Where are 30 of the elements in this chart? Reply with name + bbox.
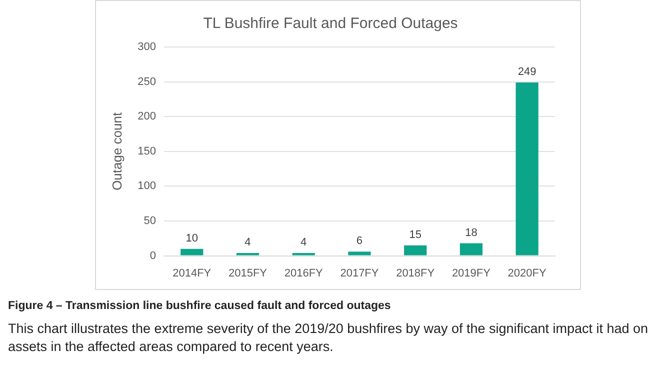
x-tick-label: 2015FY [228, 267, 268, 280]
y-tick-label: 0 [150, 250, 156, 262]
y-axis-title: Outage count [109, 112, 124, 190]
data-label: 249 [518, 66, 536, 78]
x-tick-label: 2017FY [340, 267, 380, 280]
x-tick-label: 2018FY [396, 267, 436, 280]
data-label: 4 [300, 236, 307, 249]
x-tick-label: 2014FY [172, 267, 212, 280]
data-label: 4 [244, 236, 251, 249]
data-label: 10 [186, 232, 198, 244]
text: This chart illustrates the extreme severity of the 2019/20 bushfires by way of the significant impact it had on assets in the affected areas compared to recent years. [8, 320, 650, 356]
y-tick-label: 250 [138, 76, 156, 88]
bar [516, 82, 538, 256]
bar [180, 248, 204, 256]
y-tick-label: 300 [138, 41, 156, 54]
bar [460, 243, 483, 256]
data-label: 18 [465, 226, 478, 239]
x-tick-label: 2019FY [452, 267, 492, 280]
y-tick-label: 200 [138, 110, 156, 123]
y-tick-label: 150 [138, 145, 156, 158]
chart-title: TL Bushfire Fault and Forced Outages [203, 15, 458, 32]
y-tick-label: 50 [144, 215, 156, 228]
data-label: 6 [356, 235, 363, 248]
data-label: 15 [409, 228, 422, 241]
y-tick-label: 100 [138, 180, 156, 192]
caption: Figure 4 – Transmission line bushfire caused fault and forced outages [8, 300, 392, 312]
bar [404, 245, 427, 256]
x-tick-label: 2016FY [284, 267, 324, 280]
bar [348, 252, 371, 256]
x-tick-label: 2020FY [508, 267, 547, 280]
